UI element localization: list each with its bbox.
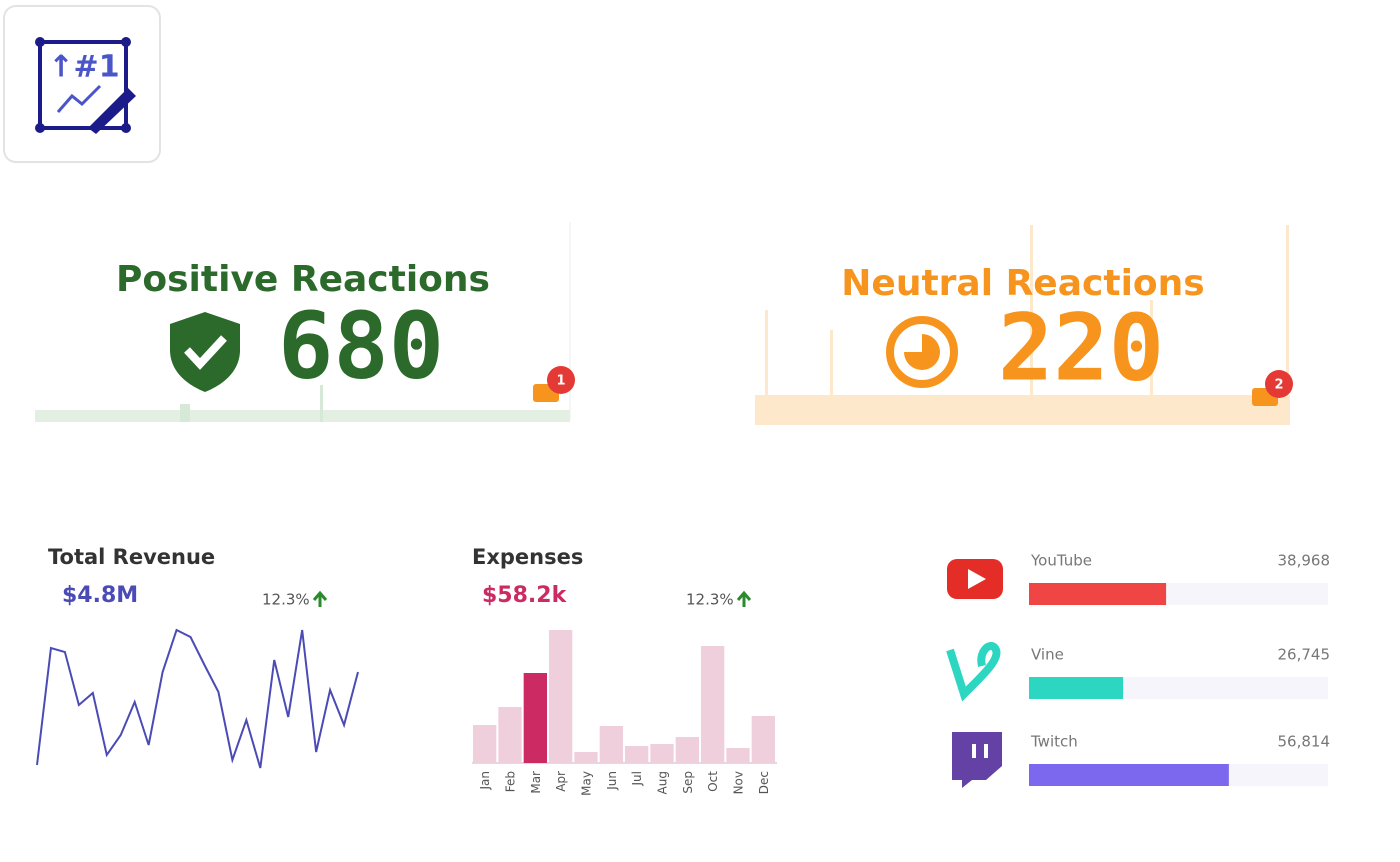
x-tick-label: Feb: [504, 771, 518, 792]
up-arrow: [736, 590, 752, 607]
x-tick-label: Dec: [757, 771, 771, 794]
platform-value: 38,968: [1278, 552, 1331, 570]
x-tick-label: Jul: [630, 771, 644, 786]
change: 12.3%: [686, 591, 734, 609]
x-tick-label: Nov: [732, 771, 746, 794]
bar: [574, 752, 598, 763]
bar: [1029, 764, 1229, 786]
kpi-neutral: [755, 225, 1293, 425]
bar: [751, 716, 775, 763]
kpi-value: $4.8M: [62, 583, 138, 608]
platform-name: YouTube: [1030, 552, 1092, 570]
kpi-title: Neutral Reactions: [841, 263, 1204, 304]
x-tick-label: Jun: [605, 771, 619, 791]
bar: [473, 725, 497, 763]
kpi-value: $58.2k: [482, 583, 568, 608]
bar: [498, 707, 522, 763]
bar: [675, 737, 699, 763]
bar: [1029, 677, 1124, 699]
bar: [1029, 583, 1167, 605]
bar: [726, 748, 750, 763]
x-tick-label: May: [580, 771, 594, 796]
svg-text:↑#1: ↑#1: [48, 50, 119, 85]
x-tick-label: Jan: [478, 771, 492, 791]
revenue-line: [36, 628, 359, 769]
kpi-positive: [35, 222, 575, 422]
bar: [599, 726, 623, 763]
bar: [701, 646, 725, 763]
platform-value: 26,745: [1278, 646, 1331, 664]
badge: 1: [556, 374, 565, 389]
kpi-value: 680: [278, 292, 444, 399]
badge: 2: [1274, 378, 1283, 393]
logo: ↑#1: [3, 5, 161, 163]
bar: [625, 746, 649, 763]
chart-title: Total Revenue: [48, 545, 215, 569]
x-tick-label: Apr: [554, 771, 568, 792]
kpi-value: 220: [998, 294, 1164, 401]
chart-title: Expenses: [472, 545, 583, 569]
bar: [650, 744, 674, 763]
platform-value: 56,814: [1278, 733, 1331, 751]
bar: [523, 673, 547, 763]
x-tick-label: Mar: [529, 771, 543, 794]
change: 12.3%: [262, 591, 310, 609]
bar: [549, 630, 573, 763]
platform-icons: [946, 559, 1003, 788]
x-tick-label: Sep: [681, 771, 695, 794]
x-tick-label: Aug: [656, 771, 670, 794]
platform-name: Vine: [1031, 646, 1064, 664]
up-arrow: [312, 590, 328, 607]
platform-name: Twitch: [1030, 733, 1078, 751]
x-tick-label: Oct: [706, 771, 720, 792]
kpi-title: Positive Reactions: [116, 259, 490, 300]
